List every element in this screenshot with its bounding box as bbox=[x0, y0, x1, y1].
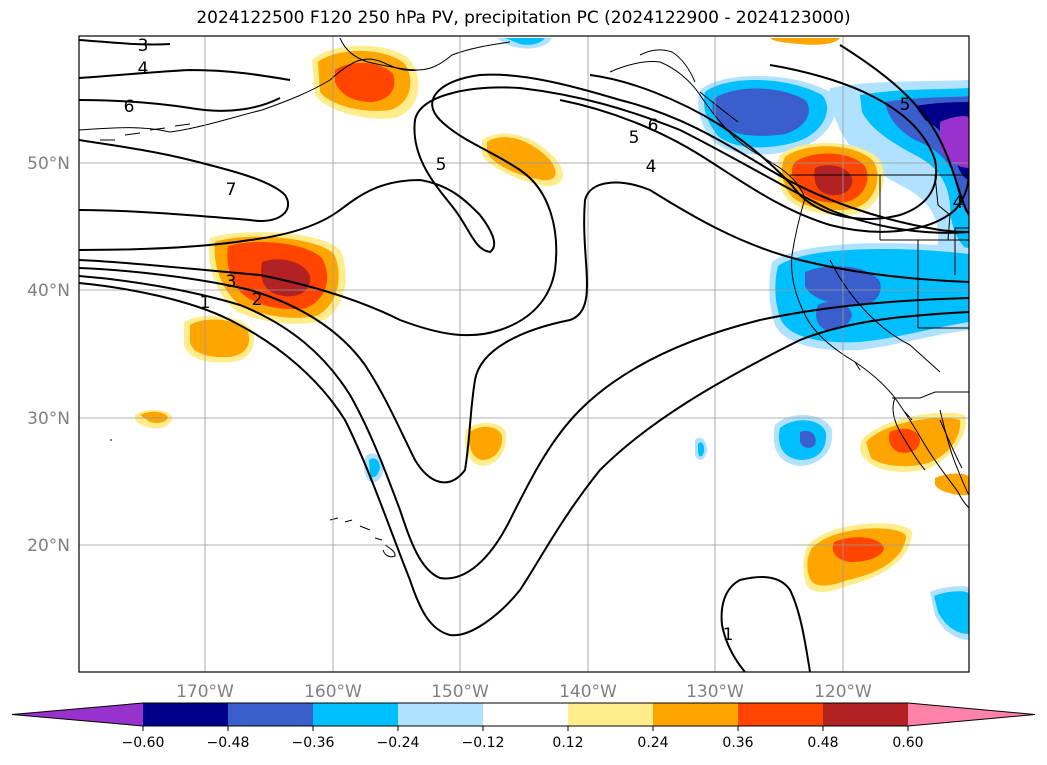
map-title: 2024122500 F120 250 hPa PV, precipitatio… bbox=[196, 8, 851, 28]
contour-label: 4 bbox=[646, 157, 657, 177]
colorbar-extend-high bbox=[908, 703, 1035, 726]
lon-tick-label: 150°W bbox=[431, 682, 489, 702]
mexico-border bbox=[892, 391, 969, 399]
longitude-labels: 170°W 160°W 150°W 140°W 130°W 120°W bbox=[176, 682, 872, 702]
colorbar-tick-label: −0.12 bbox=[462, 735, 505, 751]
colorbar-tick-label: −0.24 bbox=[377, 735, 420, 751]
pv-contour-2 bbox=[79, 275, 969, 580]
pv-contour-6 bbox=[79, 139, 290, 222]
us-west-coastline bbox=[791, 197, 969, 509]
colorbar-segment bbox=[823, 703, 908, 726]
colorbar-tick-label: 0.60 bbox=[892, 735, 923, 751]
lon-tick-label: 170°W bbox=[176, 682, 234, 702]
contour-label: 3 bbox=[138, 36, 149, 56]
colorbar-tick-label: 0.12 bbox=[552, 735, 583, 751]
colorbar-tick-label: 0.36 bbox=[722, 735, 753, 751]
lon-tick-label: 140°W bbox=[559, 682, 617, 702]
colorbar-segment bbox=[653, 703, 738, 726]
precipitation-shading bbox=[134, 38, 969, 640]
contour-label: 7 bbox=[226, 180, 237, 200]
lat-tick-label: 40°N bbox=[27, 281, 70, 301]
british-columbia-coastline bbox=[609, 61, 806, 199]
colorbar-tick-label: −0.60 bbox=[122, 735, 165, 751]
colorbar-segment bbox=[313, 703, 398, 726]
lon-tick-label: 120°W bbox=[814, 682, 872, 702]
pv-contour-7 bbox=[79, 39, 291, 112]
contour-label: 1 bbox=[200, 293, 211, 313]
colorbar-tick-label: 0.24 bbox=[637, 735, 668, 751]
contour-label: 6 bbox=[648, 116, 659, 136]
pv-contour-4 bbox=[79, 73, 969, 337]
contour-label: 4 bbox=[953, 193, 964, 213]
lon-tick-label: 160°W bbox=[304, 682, 362, 702]
lat-tick-label: 50°N bbox=[27, 154, 70, 174]
colorbar-segment bbox=[143, 703, 228, 726]
contour-label: 5 bbox=[629, 128, 640, 148]
colorbar-segment bbox=[483, 703, 568, 726]
colorbar: −0.60 −0.48 −0.36 −0.24 −0.12 0.12 0.24 0.36 0.4… bbox=[11, 702, 1036, 751]
colorbar-tick-label: −0.36 bbox=[292, 735, 335, 751]
colorbar-segment bbox=[398, 703, 483, 726]
contour-label: 2 bbox=[252, 290, 263, 310]
map-frame bbox=[78, 35, 970, 673]
contour-label: 3 bbox=[226, 272, 237, 292]
lon-tick-label: 130°W bbox=[686, 682, 744, 702]
hawaii-islands bbox=[329, 517, 396, 558]
coastlines bbox=[79, 37, 969, 558]
contour-label: 5 bbox=[900, 95, 911, 115]
contour-label: 4 bbox=[138, 59, 149, 79]
pv-contour-1 bbox=[79, 282, 969, 637]
pv-contour-1-south bbox=[720, 576, 811, 672]
latitude-labels: 50°N 40°N 30°N 20°N bbox=[27, 154, 70, 556]
pv-contour-5 bbox=[79, 86, 969, 254]
pv-contour-3 bbox=[79, 181, 969, 484]
colorbar-extend-low bbox=[12, 703, 143, 726]
lat-tick-label: 20°N bbox=[27, 536, 70, 556]
graticule bbox=[79, 36, 969, 672]
colorbar-segment bbox=[738, 703, 823, 726]
baja-coastline bbox=[892, 397, 926, 471]
colorbar-tick-label: −0.48 bbox=[207, 735, 250, 751]
colorbar-segment bbox=[228, 703, 313, 726]
contour-label: 5 bbox=[436, 155, 447, 175]
contour-label: 6 bbox=[124, 97, 135, 117]
colorbar-tick-label: 0.48 bbox=[807, 735, 838, 751]
contour-label: 1 bbox=[723, 625, 734, 645]
contour-labels: 3 4 6 7 5 6 5 4 3 2 1 5 4 1 bbox=[124, 36, 964, 645]
pv-contours bbox=[79, 39, 969, 672]
lat-tick-label: 30°N bbox=[27, 409, 70, 429]
colorbar-segment bbox=[568, 703, 653, 726]
